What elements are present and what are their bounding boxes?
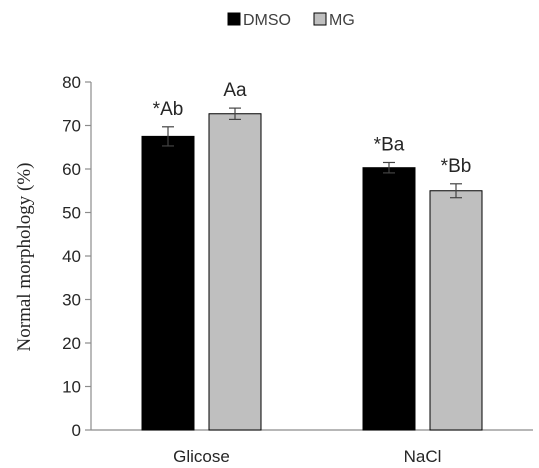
- data-annotation: *Ab: [153, 99, 184, 120]
- y-tick-label: 20: [62, 334, 81, 353]
- legend-swatch: [313, 12, 327, 26]
- y-tick-label: 50: [62, 204, 81, 223]
- legend: DMSO MG: [227, 12, 355, 29]
- bars: [141, 113, 483, 431]
- y-tick-label: 40: [62, 247, 81, 266]
- y-tick-label: 70: [62, 117, 81, 136]
- y-axis: 0 10 20 30 40 50 60 70 80: [62, 73, 92, 440]
- legend-label: DMSO: [243, 12, 291, 29]
- legend-swatch: [227, 12, 241, 26]
- annotations: *Ab Aa *Ba *Bb: [153, 80, 472, 177]
- y-tick-label: 0: [72, 421, 81, 440]
- bar: [208, 113, 262, 431]
- bar: [362, 167, 416, 431]
- x-tick-label: NaCl: [404, 447, 442, 466]
- y-tick-label: 80: [62, 73, 81, 92]
- bar: [429, 190, 483, 431]
- data-annotation: *Bb: [441, 156, 472, 177]
- bar: [141, 135, 195, 431]
- y-tick-label: 60: [62, 160, 81, 179]
- x-tick-label: Glicose: [173, 447, 230, 466]
- y-axis-label: Normal morphology (%): [14, 163, 35, 352]
- data-annotation: Aa: [223, 80, 247, 101]
- x-axis: Glicose NaCl: [91, 429, 533, 466]
- error-bars: [162, 107, 462, 199]
- y-tick-label: 30: [62, 291, 81, 310]
- data-annotation: *Ba: [374, 134, 405, 155]
- legend-label: MG: [329, 12, 355, 29]
- y-tick-label: 10: [62, 378, 81, 397]
